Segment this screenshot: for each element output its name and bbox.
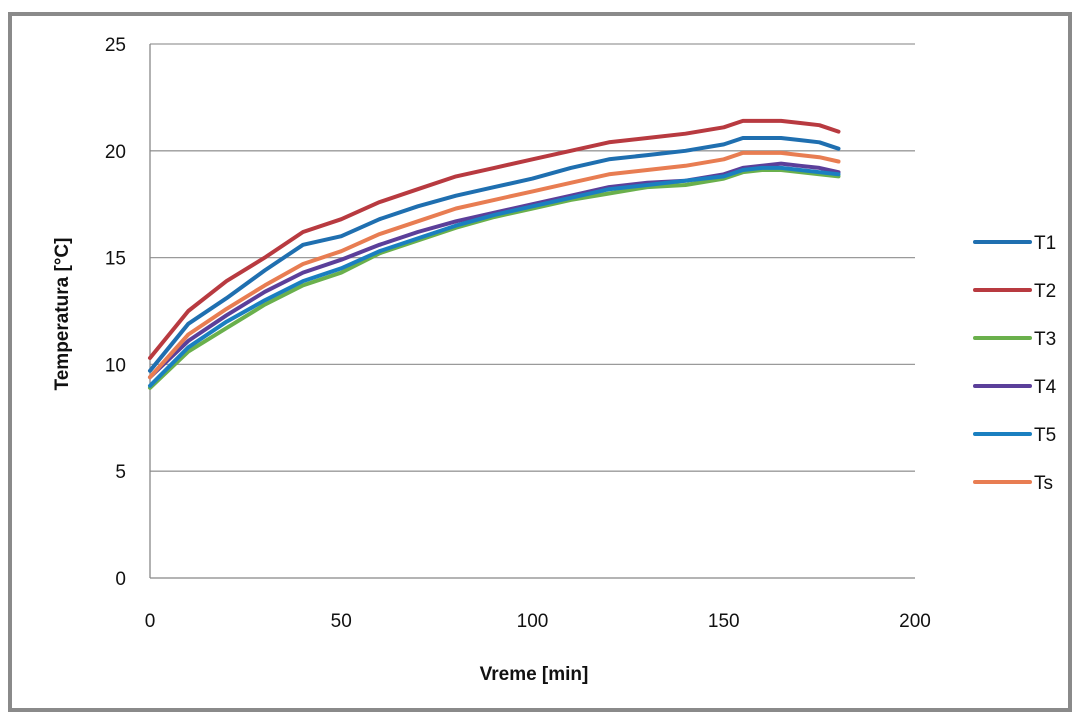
series-line-t4	[148, 161, 841, 380]
x-tick-label: 50	[331, 611, 352, 632]
legend-label-t3: T3	[1034, 329, 1056, 350]
legend-label-t2: T2	[1034, 281, 1056, 302]
y-tick-label: 5	[115, 462, 126, 483]
x-tick-label: 0	[145, 611, 156, 632]
legend-label-ts: Ts	[1034, 473, 1053, 494]
legend-label-t1: T1	[1034, 233, 1056, 254]
y-tick-label: 20	[105, 142, 126, 163]
series-line-t2	[148, 118, 841, 360]
x-axis-title: Vreme [min]	[480, 664, 589, 685]
y-axis-title: Temperatura [°C]	[52, 238, 73, 391]
chart-border	[8, 12, 1072, 712]
y-tick-label: 25	[105, 35, 126, 56]
legend-label-t4: T4	[1034, 377, 1057, 398]
axes	[149, 44, 915, 579]
series-line-t1	[148, 136, 841, 373]
series-line-t5	[148, 165, 841, 388]
series-line-t3	[148, 168, 841, 390]
y-tick-label: 0	[115, 569, 126, 590]
series-group	[148, 118, 841, 390]
x-tick-label: 200	[899, 611, 931, 632]
legend: T1 T2 T3 T4 T5 Ts	[973, 233, 1057, 494]
x-tick-label: 100	[517, 611, 549, 632]
tick-labels: 0 5 10 15 20 25 0 50 100 150 200	[105, 35, 931, 632]
gridlines	[150, 43, 915, 472]
series-line-ts	[148, 150, 841, 380]
legend-label-t5: T5	[1034, 425, 1056, 446]
y-tick-label: 10	[105, 355, 126, 376]
x-tick-label: 150	[708, 611, 740, 632]
y-tick-label: 15	[105, 249, 126, 270]
